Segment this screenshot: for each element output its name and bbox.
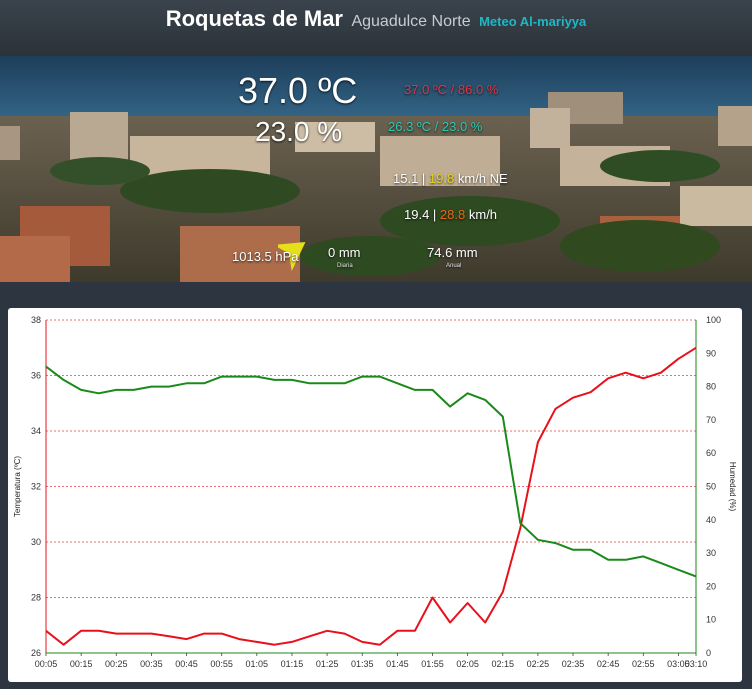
y-axis-right-title: Humedad (%) xyxy=(728,462,737,512)
rain-yearly: 74.6 mm xyxy=(427,245,478,260)
y-right-tick-label: 40 xyxy=(706,515,716,525)
x-tick-label: 00:05 xyxy=(35,659,58,669)
y-left-tick-label: 26 xyxy=(31,648,41,658)
current-humidity: 23.0 % xyxy=(255,116,343,147)
max-temp-humidity: 37.0 ºC / 86.0 % xyxy=(404,82,499,97)
y-right-tick-label: 30 xyxy=(706,548,716,558)
brand-link[interactable]: Meteo Al-mariyya xyxy=(479,14,587,29)
gust-avg: 19.4 | xyxy=(404,207,437,222)
min-temp-humidity: 26.3 ºC / 23.0 % xyxy=(388,119,483,134)
axes xyxy=(45,320,697,656)
scenery-background xyxy=(0,56,752,282)
header: Roquetas de Mar Aguadulce Norte Meteo Al… xyxy=(0,0,752,56)
x-tick-label: 01:55 xyxy=(421,659,444,669)
gust-unit: km/h xyxy=(468,207,498,222)
y-right-tick-label: 80 xyxy=(706,382,716,392)
x-tick-label: 02:05 xyxy=(456,659,479,669)
y-right-tick-label: 90 xyxy=(706,348,716,358)
y-left-tick-label: 36 xyxy=(31,371,41,381)
page-title: Roquetas de Mar xyxy=(165,6,343,31)
x-tick-label: 00:15 xyxy=(70,659,93,669)
x-tick-label: 02:45 xyxy=(597,659,620,669)
x-tick-label: 03:10 xyxy=(685,659,708,669)
x-tick-label: 01:05 xyxy=(246,659,269,669)
x-tick-label: 02:35 xyxy=(562,659,585,669)
grid-lines xyxy=(46,319,696,598)
wind-gust: 19.4 | 28.8 km/h xyxy=(404,207,497,222)
tick-labels: 26 28 30 32 34 36 38 0 10 20 30 40 50 60 70 80 90 100 00:0… xyxy=(31,315,721,669)
x-tick-label: 00:25 xyxy=(105,659,128,669)
wind-avg: 15.1 | xyxy=(393,171,426,186)
x-tick-label: 02:25 xyxy=(527,659,550,669)
y-right-tick-label: 20 xyxy=(706,581,716,591)
x-tick-label: 00:45 xyxy=(175,659,198,669)
pressure: 1013.5 hPa xyxy=(232,249,299,264)
y-left-tick-label: 34 xyxy=(31,426,41,436)
rain-daily-label: Diaria xyxy=(337,263,353,269)
temperature-humidity-chart: 26 28 30 32 34 36 38 0 10 20 30 40 50 60 70 80 90 100 00:0… xyxy=(13,315,737,669)
y-right-tick-label: 50 xyxy=(706,482,716,492)
x-tick-label: 02:15 xyxy=(491,659,514,669)
current-temperature: 37.0 ºC xyxy=(238,70,358,111)
series-line-temperatura xyxy=(45,346,697,646)
x-tick-label: 00:35 xyxy=(140,659,163,669)
y-right-tick-label: 70 xyxy=(706,415,716,425)
series-line-humedad xyxy=(45,365,697,578)
x-tick-label: 00:55 xyxy=(210,659,233,669)
x-tick-label: 02:55 xyxy=(632,659,655,669)
wind-speed: 15.1 | 19.8 km/h NE xyxy=(393,171,508,186)
x-tick-label: 01:35 xyxy=(351,659,374,669)
x-tick-label: 03:05 xyxy=(667,659,690,669)
chart-panel: 26 28 30 32 34 36 38 0 10 20 30 40 50 60 70 80 90 100 00:0… xyxy=(8,308,742,682)
title-row: Roquetas de Mar Aguadulce Norte Meteo Al… xyxy=(0,6,752,32)
x-tick-label: 01:15 xyxy=(281,659,304,669)
y-right-tick-label: 10 xyxy=(706,615,716,625)
x-tick-label: 01:25 xyxy=(316,659,339,669)
y-right-tick-label: 60 xyxy=(706,448,716,458)
x-tick-label: 01:45 xyxy=(386,659,409,669)
y-left-tick-label: 28 xyxy=(31,593,41,603)
wind-max: 19.8 xyxy=(428,171,455,186)
y-left-tick-label: 32 xyxy=(31,482,41,492)
y-axis-left-title: Temperatura (ºC) xyxy=(13,456,22,517)
y-right-tick-label: 0 xyxy=(706,648,711,658)
y-right-tick-label: 100 xyxy=(706,315,721,325)
wind-unit-direction: km/h NE xyxy=(457,171,508,186)
series-lines xyxy=(45,346,697,646)
gust-max: 28.8 xyxy=(439,207,466,222)
page-subtitle: Aguadulce Norte xyxy=(351,13,471,30)
weather-banner xyxy=(0,56,752,282)
y-left-tick-label: 30 xyxy=(31,537,41,547)
y-left-tick-label: 38 xyxy=(31,315,41,325)
rain-daily: 0 mm xyxy=(328,245,361,260)
rain-yearly-label: Anual xyxy=(446,263,462,269)
